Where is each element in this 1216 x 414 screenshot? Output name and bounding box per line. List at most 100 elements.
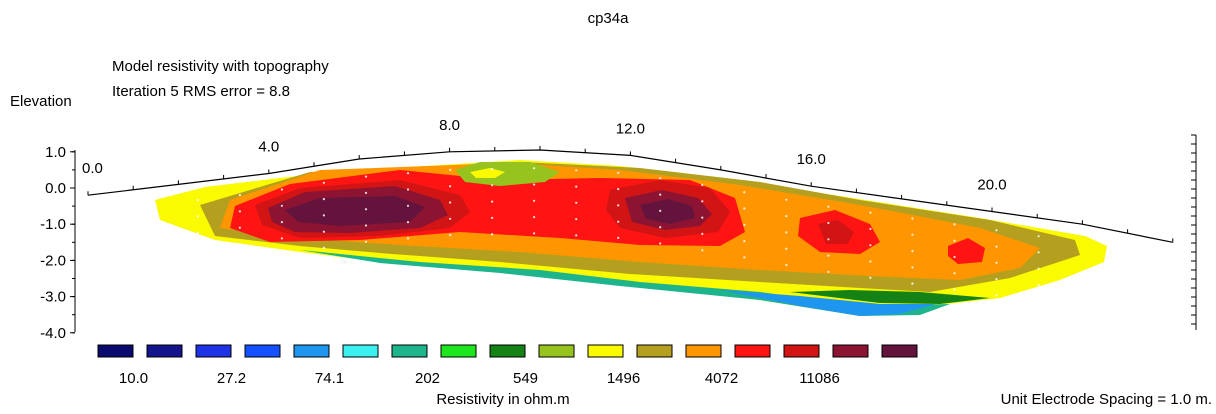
colorbar-swatch — [440, 344, 477, 358]
colorbar-tick-label: 11086 — [799, 370, 840, 387]
colorbar-tick-label: 549 — [513, 370, 538, 387]
x-axis-label: Unit Electrode Spacing = 1.0 m. — [1001, 391, 1212, 408]
model-cell-dot — [869, 260, 872, 263]
model-cell-dot — [785, 247, 788, 250]
model-cell-dot — [659, 226, 662, 229]
model-cell-dot — [743, 207, 746, 210]
model-cell-dot — [785, 215, 788, 218]
model-cell-dot — [869, 244, 872, 247]
x-tick-label: 20.0 — [977, 177, 1006, 194]
y-axis-label: Elevation — [10, 93, 72, 110]
model-cell-dot — [995, 261, 998, 264]
model-cell-dot — [280, 221, 283, 224]
colorbar-swatch — [391, 344, 428, 358]
model-cell-dot — [364, 208, 368, 211]
model-cell-dot — [701, 249, 704, 252]
model-cell-dot — [196, 264, 199, 267]
model-cell-dot — [1037, 283, 1040, 287]
model-cell-dot — [196, 247, 199, 251]
model-cell-dot — [196, 199, 199, 202]
model-cell-dot — [154, 269, 157, 272]
zone-darkgreen-bottom — [790, 290, 990, 304]
right-axis-ticks — [1191, 134, 1196, 325]
model-cell-dot — [911, 266, 914, 269]
model-cell-dot — [196, 231, 199, 234]
model-cell-dot — [575, 201, 578, 204]
model-cell-dot — [911, 233, 914, 236]
model-cell-dot — [491, 184, 494, 187]
model-cell-dot — [406, 172, 410, 175]
colorbar-swatch — [146, 344, 183, 358]
model-cell-dot — [575, 169, 578, 172]
model-cell-dot — [953, 239, 956, 242]
model-cell-dot — [322, 246, 325, 249]
colorbar: 10.0 27.2 74.1 202 549 1496 4072 11086 — [97, 344, 918, 387]
model-cell-dot — [154, 236, 157, 239]
model-cell-dot — [533, 167, 536, 170]
model-cell-dot — [869, 227, 872, 230]
model-cell-dot — [995, 245, 998, 248]
model-cell-dot — [280, 237, 283, 240]
model-cell-dot — [617, 204, 620, 207]
colorbar-swatch — [538, 344, 575, 358]
model-cell-dot — [911, 250, 914, 253]
model-cell-dot — [406, 188, 410, 191]
zone-red-right2 — [948, 238, 985, 264]
model-cell-dot — [1037, 300, 1040, 303]
model-cell-dot — [280, 253, 283, 256]
model-cell-dot — [449, 234, 452, 237]
y-tick-label: 0.0 — [45, 180, 66, 197]
zone-blue-bottom — [720, 290, 935, 316]
x-tick-label: 0.0 — [82, 160, 103, 177]
model-cell-dot — [575, 218, 578, 221]
zone-darkred-right1 — [818, 220, 854, 244]
y-tick-label: -3.0 — [40, 289, 66, 306]
model-cell-dots — [154, 167, 1040, 303]
subtitle-line2: Iteration 5 RMS error = 8.8 — [112, 83, 290, 100]
colorbar-swatch — [685, 344, 722, 358]
model-cell-dot — [617, 220, 620, 223]
model-cell-dot — [449, 168, 452, 171]
y-tick-label: -4.0 — [40, 325, 66, 342]
y-tick-label: -1.0 — [40, 216, 66, 233]
model-cell-dot — [827, 205, 830, 208]
colorbar-swatch — [832, 344, 869, 358]
model-cell-dot — [995, 294, 998, 297]
model-cell-dot — [701, 216, 704, 219]
chart-title: cp34a — [588, 10, 630, 27]
model-cell-dot — [575, 185, 578, 188]
model-cell-dot — [364, 240, 368, 243]
model-cell-dot — [785, 198, 788, 201]
model-cell-dot — [701, 200, 704, 203]
colorbar-swatch — [293, 344, 330, 358]
model-cell-dot — [743, 240, 746, 243]
model-cell-dot — [995, 229, 998, 232]
colorbar-swatch — [636, 344, 673, 358]
model-cell-dot — [743, 223, 746, 226]
model-cell-dot — [154, 204, 157, 207]
zone-purple-mid — [640, 199, 695, 224]
model-cell-dot — [322, 181, 325, 184]
model-cell-dot — [280, 188, 283, 191]
model-cell-dot — [238, 194, 241, 197]
colorbar-tick-label: 202 — [415, 370, 440, 387]
section-body — [155, 160, 1107, 316]
model-cell-dot — [953, 272, 956, 275]
colorbar-tick-label: 10.0 — [119, 370, 148, 387]
model-cell-dot — [911, 282, 914, 285]
x-tick-label: 16.0 — [797, 151, 826, 168]
x-axis-ticks: 0.0 4.0 8.0 12.0 16.0 20.0 — [82, 117, 1007, 194]
zone-purple-left — [285, 196, 425, 226]
model-cell-dot — [406, 221, 410, 224]
subtitle-line1: Model resistivity with topography — [112, 58, 329, 75]
colorbar-swatch — [881, 344, 918, 358]
model-cell-dot — [449, 217, 452, 220]
model-cell-dot — [869, 211, 872, 214]
model-cell-dot — [953, 223, 956, 226]
colorbar-swatch — [783, 344, 820, 358]
colorbar-swatch — [342, 344, 379, 358]
model-cell-dot — [533, 183, 536, 186]
model-cell-dot — [743, 191, 746, 194]
model-cell-dot — [364, 224, 368, 227]
